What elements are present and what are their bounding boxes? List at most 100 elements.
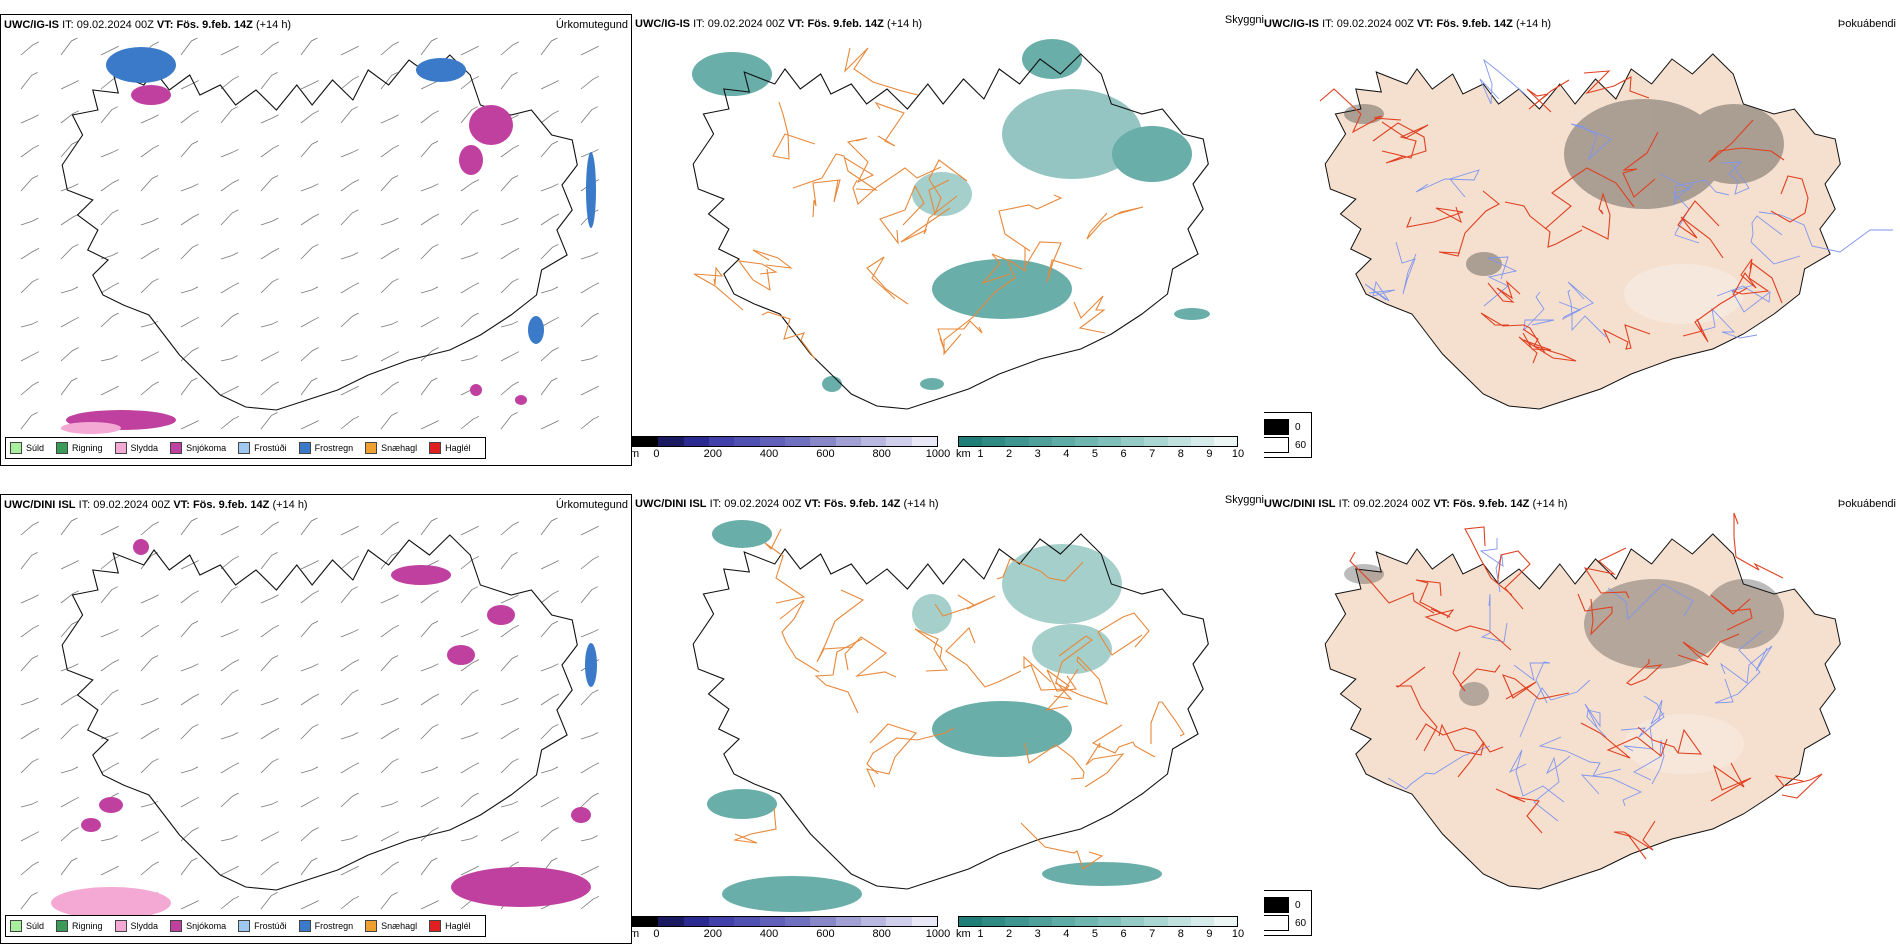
- colorbar-cell: [759, 917, 785, 926]
- visibility-map-bottom: [692, 520, 1209, 912]
- fog-index-title: Þokuábendi: [1837, 18, 1896, 30]
- colorbar-cell: [734, 437, 760, 446]
- legend-label: Snjókoma: [186, 921, 227, 931]
- shade-legend: 0 60: [1264, 890, 1312, 936]
- precip-type-legend: Súld Rigning Slydda Snjókoma Frostúði Frostre…: [5, 915, 486, 937]
- colorbar-tick-label: 8: [1177, 448, 1184, 460]
- fog-index-panel-top: UWC/IG-IS IT: 09.02.2024 00Z VT: Fös. 9.…: [1264, 14, 1900, 466]
- roads-network: [1319, 70, 1809, 364]
- model-name: UWC/IG-IS: [1264, 18, 1319, 30]
- colorbar-tick-label: 600: [816, 928, 835, 940]
- colorbar-ticks: km 1 2 3 4 5 6 7 8 9 10: [956, 447, 1244, 461]
- iceland-land: [1324, 53, 1841, 410]
- legend-label: Rigning: [72, 921, 103, 931]
- colorbar-cell: [1121, 437, 1145, 446]
- legend-label: Haglél: [445, 443, 471, 453]
- legend-label: Frostúði: [254, 443, 287, 453]
- colorbar-unit: km: [956, 928, 971, 940]
- precip-blobs: [51, 539, 597, 919]
- legend-item: Rigning: [56, 442, 103, 454]
- legend-item: Slydda: [114, 920, 159, 932]
- it-label: IT:: [62, 19, 74, 31]
- panel-header: UWC/IG-IS IT: 09.02.2024 00Z VT: Fös. 9.…: [635, 18, 922, 30]
- legend-label: Snjókoma: [186, 443, 227, 453]
- legend-swatch: [429, 442, 442, 454]
- colorbar-tick-label: 10: [1231, 448, 1245, 460]
- panel-header: UWC/IG-IS IT: 09.02.2024 00Z VT: Fös. 9.…: [1264, 18, 1551, 30]
- colorbar-cell: [734, 917, 760, 926]
- legend-item: Súld: [10, 442, 44, 454]
- colorbar-cell: [982, 917, 1006, 926]
- colorbar-tick-label: 6: [1120, 448, 1127, 460]
- colorbar-strip: [632, 916, 938, 927]
- shade-legend: 0 60: [1264, 412, 1312, 458]
- colorbar-tick-label: 2: [1005, 928, 1013, 940]
- colorbar-cell: [1167, 437, 1191, 446]
- visibility-blobs: [707, 520, 1162, 912]
- legend-swatch: [114, 442, 127, 454]
- vt-label: VT:: [1433, 498, 1450, 510]
- lead-time: (+14 h): [903, 498, 939, 510]
- colorbar-tick-label: 400: [759, 928, 779, 940]
- colorbar-tick-label: 1000: [925, 928, 951, 940]
- legend-swatch: [170, 442, 183, 454]
- legend-label: Snæhagl: [381, 921, 418, 931]
- model-name: UWC/DINI ISL: [4, 499, 76, 511]
- legend-item: Snjókoma: [170, 442, 226, 454]
- legend-label: Snæhagl: [381, 443, 418, 453]
- colorbar-cell: [1074, 437, 1099, 446]
- legend-label: Slydda: [130, 921, 159, 931]
- fog-index-title: Þokuábendi: [1837, 498, 1896, 510]
- roads-network: [733, 528, 1185, 870]
- lead-time: (+14 h): [255, 19, 292, 31]
- vt-label: VT:: [804, 498, 821, 510]
- colorbar-tick-label: 3: [1034, 928, 1041, 940]
- wind-barbs: [20, 517, 600, 910]
- colorbar-tick-label: 4: [1063, 928, 1070, 940]
- colorbar-cell: [911, 437, 937, 446]
- colorbar-tick-label: 9: [1206, 928, 1213, 940]
- fog-index-panel-bottom: UWC/DINI ISL IT: 09.02.2024 00Z VT: Fös.…: [1264, 494, 1900, 946]
- legend-item: Frostúði: [238, 920, 287, 932]
- it-label: IT:: [78, 499, 91, 511]
- lead-time: (+14 h): [886, 18, 923, 30]
- it-value: 09.02.2024 00Z: [93, 499, 171, 511]
- colorbar-cell: [708, 437, 735, 446]
- colorbar-tick-label: 1: [977, 928, 984, 940]
- colorbar-cell: [1098, 437, 1122, 446]
- iceland-coastline: [692, 533, 1209, 890]
- precip-type-map-top: [20, 37, 600, 434]
- vt-value: Fös. 9.feb. 14Z: [192, 499, 270, 511]
- vt-label: VT:: [1416, 18, 1434, 30]
- vt-value: Fös. 9.feb. 14Z: [1452, 498, 1530, 510]
- colorbar-tick-label: 0: [653, 448, 660, 460]
- colorbar-cell: [759, 437, 785, 446]
- lead-time: (+14 h): [272, 499, 308, 511]
- legend-swatch: [365, 920, 378, 932]
- colorbar-cell: [633, 437, 659, 446]
- iceland-coastline: [692, 53, 1209, 410]
- colorbar-cell: [633, 917, 659, 926]
- colorbar-cell: [810, 917, 836, 926]
- colorbar-tick-label: 1: [977, 448, 984, 460]
- colorbar-km: km 1 2 3 4 5 6 7 8 9 10: [956, 436, 1244, 464]
- legend-swatch: [298, 442, 311, 454]
- legend-label: Rigning: [72, 443, 103, 453]
- colorbar-tick-label: 7: [1149, 928, 1156, 940]
- it-label: IT:: [1338, 498, 1351, 510]
- visibility-title: Skyggni: [1224, 494, 1264, 506]
- colorbar-cell: [911, 917, 937, 926]
- legend-item: Súld: [10, 920, 44, 932]
- legend-swatch: [10, 920, 22, 932]
- legend-item: Snæhagl: [365, 920, 417, 932]
- vt-value: Fös. 9.feb. 14Z: [1436, 18, 1513, 30]
- colorbar-tick-label: 200: [703, 928, 722, 940]
- shade-legend-max: 60: [1295, 917, 1307, 929]
- colorbar-tick-label: 0: [653, 928, 660, 940]
- legend-item: Snæhagl: [365, 442, 417, 454]
- iceland-coastline: [61, 534, 578, 891]
- colorbar-cell: [784, 437, 811, 446]
- vt-label: VT:: [173, 499, 190, 511]
- rivers-network: [1387, 538, 1773, 822]
- iceland-coastline: [61, 54, 578, 411]
